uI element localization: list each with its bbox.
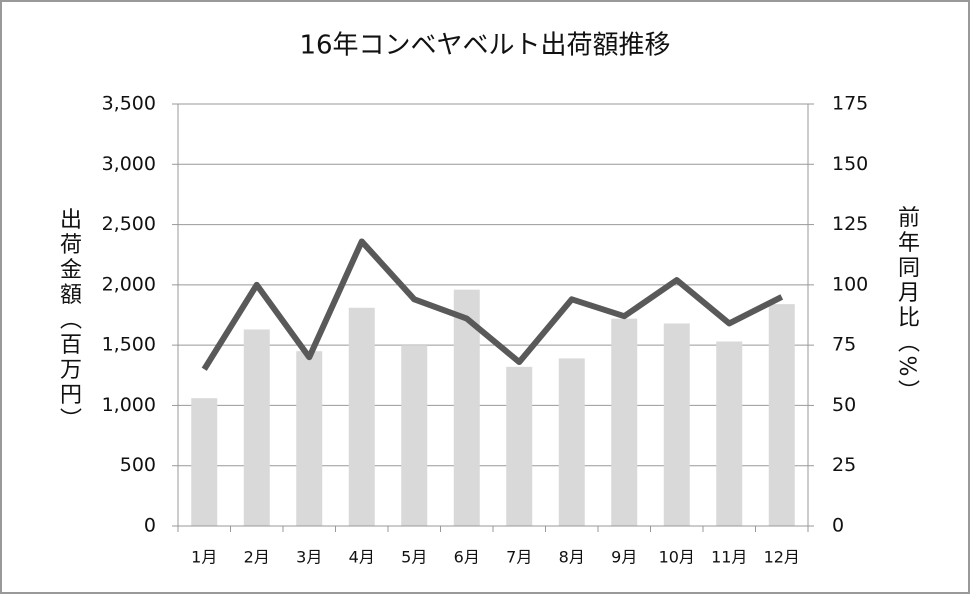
y-tick-label: 1,000 bbox=[102, 394, 156, 416]
line bbox=[201, 238, 784, 371]
bar bbox=[296, 351, 323, 526]
x-tick-label: 9月 bbox=[611, 548, 637, 567]
y2-tick-label: 125 bbox=[832, 213, 868, 235]
y2-tick-label: 75 bbox=[832, 334, 856, 356]
y-tick-label: 2,500 bbox=[102, 213, 156, 235]
bar bbox=[348, 307, 375, 526]
x-tick-label: 6月 bbox=[454, 548, 480, 567]
x-tick-label: 10月 bbox=[659, 548, 695, 567]
y-tick-label: 0 bbox=[144, 515, 156, 537]
y-axis-label: 出荷金額（百万円） bbox=[56, 208, 82, 433]
bar bbox=[506, 366, 533, 526]
y2-tick-label: 100 bbox=[832, 273, 868, 295]
y2-tick-label: 50 bbox=[832, 394, 856, 416]
x-tick-label: 2月 bbox=[244, 548, 270, 567]
y-tick-label: 1,500 bbox=[102, 334, 156, 356]
x-tick-label: 8月 bbox=[559, 548, 585, 567]
y2-tick-label: 175 bbox=[832, 93, 868, 115]
bar bbox=[768, 304, 795, 526]
x-tick-label: 3月 bbox=[296, 548, 322, 567]
y-tick-label: 3,500 bbox=[102, 93, 156, 115]
x-tick-label: 5月 bbox=[401, 548, 427, 567]
bar bbox=[663, 323, 690, 526]
y2-tick-label: 0 bbox=[832, 515, 844, 537]
chart-title: 16年コンベヤベルト出荷額推移 bbox=[299, 31, 670, 61]
y2-tick-label: 25 bbox=[832, 454, 856, 476]
y-tick-label: 2,000 bbox=[102, 273, 156, 295]
bar bbox=[611, 318, 638, 526]
bar bbox=[243, 329, 270, 526]
x-tick-label: 11月 bbox=[711, 548, 747, 567]
y-tick-label: 3,000 bbox=[102, 153, 156, 175]
bar bbox=[716, 341, 743, 526]
bar bbox=[191, 398, 218, 526]
x-tick-label: 1月 bbox=[191, 548, 217, 567]
y2-tick-label: 150 bbox=[832, 153, 868, 175]
x-tick-label: 4月 bbox=[349, 548, 375, 567]
y2-axis-label: 前年同月比（%） bbox=[894, 206, 920, 405]
bar bbox=[401, 345, 428, 526]
bar bbox=[558, 358, 585, 526]
x-tick-label: 12月 bbox=[764, 548, 800, 567]
y-tick-label: 500 bbox=[120, 454, 156, 476]
x-tick-label: 7月 bbox=[506, 548, 532, 567]
